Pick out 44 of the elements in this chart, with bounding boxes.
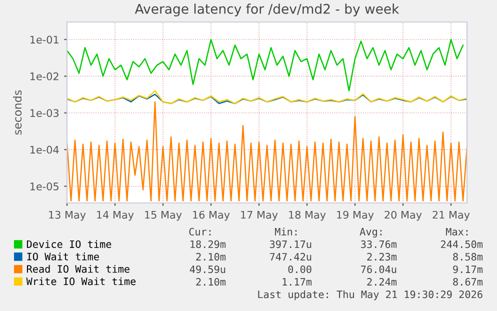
text: 2.10m <box>196 278 226 286</box>
text: 397.17u <box>270 240 312 248</box>
text: Min: <box>275 228 297 236</box>
text: 49.59u <box>190 265 226 274</box>
text: 33.76m <box>361 240 397 248</box>
text: Last update: Thu May 21 19:30:29 2026 <box>258 290 482 300</box>
x-tick-label: 18 May <box>289 210 326 221</box>
x-tick-label: 20 May <box>384 210 422 221</box>
text: 2.10m <box>196 252 226 261</box>
x-tick-label: 17 May <box>241 210 278 221</box>
y-tick-label: 1e-05 <box>30 182 58 190</box>
y-axis-title: seconds <box>13 90 22 135</box>
legend-label: Device IO time <box>26 240 112 248</box>
text: 18.29m <box>190 240 226 248</box>
x-tick-label: 16 May <box>193 210 230 221</box>
y-tick-label: 1e-02 <box>30 72 58 80</box>
y-tick-label: 1e-04 <box>30 146 59 154</box>
x-tick-label: 13 May <box>49 210 86 221</box>
text: 244.50m <box>441 240 483 248</box>
text: Max: <box>446 228 468 236</box>
text: Avg: <box>360 228 382 238</box>
legend-label: IO Wait time <box>27 252 99 260</box>
text: Cur: <box>189 228 211 236</box>
text: 0.00 <box>288 265 312 274</box>
y-tick-label: 1e-01 <box>30 36 58 44</box>
line-series <box>67 90 467 104</box>
text: 8.58m <box>453 252 483 261</box>
x-tick-label: 21 May <box>432 210 470 221</box>
line-series <box>67 38 464 92</box>
line-series <box>67 101 467 202</box>
text: 747.42u <box>270 252 312 261</box>
chart-title: Average latency for /dev/md2 - by week <box>134 4 400 16</box>
text: 2.24m <box>367 278 397 286</box>
text: 2.23m <box>367 252 397 261</box>
legend-label: Read IO Wait time <box>26 264 130 273</box>
legend-label: Write IO Wait time <box>26 277 136 286</box>
text: 8.67m <box>453 278 483 286</box>
y-tick-label: 1e-03 <box>30 109 59 117</box>
x-tick-label: 19 May <box>337 210 374 221</box>
text: 1.17m <box>282 278 312 286</box>
x-tick-label: 14 May <box>97 210 134 221</box>
x-tick-label: 15 May <box>145 210 182 221</box>
text: 76.04u <box>361 265 396 274</box>
text: 9.17m <box>453 265 483 274</box>
